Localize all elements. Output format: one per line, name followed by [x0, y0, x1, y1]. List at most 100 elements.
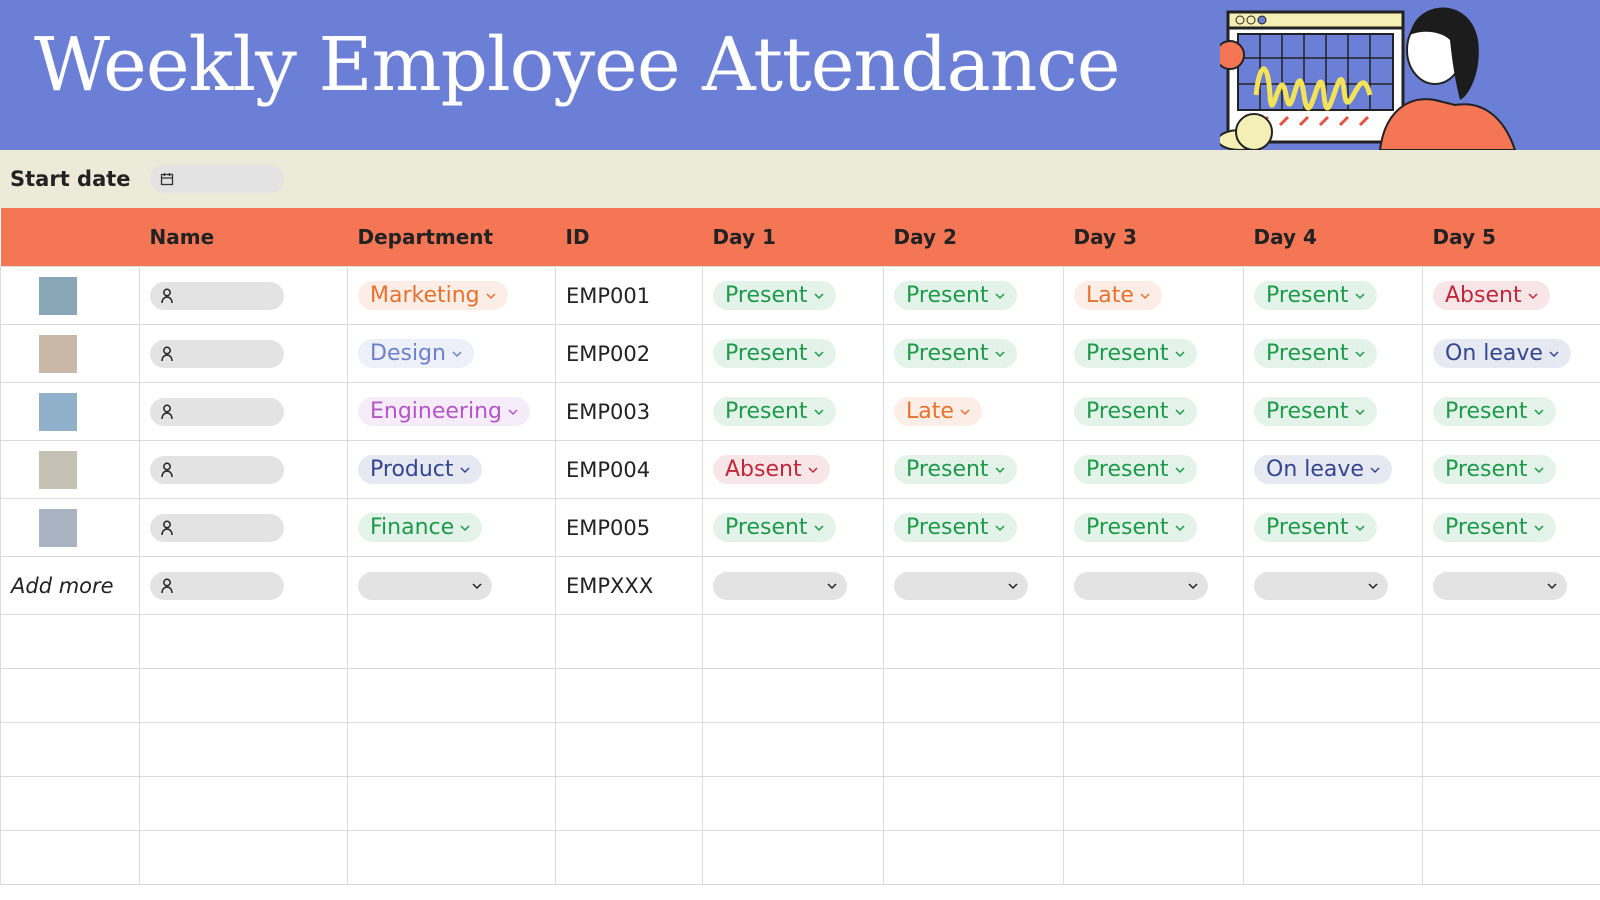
- status-chip[interactable]: Present: [713, 281, 836, 310]
- name-cell: [139, 266, 348, 325]
- person-icon: [161, 346, 173, 361]
- empty-cell: [347, 668, 556, 723]
- empty-dropdown[interactable]: [894, 572, 1028, 600]
- status-chip[interactable]: Present: [894, 281, 1017, 310]
- status-chip[interactable]: Present: [1254, 513, 1377, 542]
- chip-text: Marketing: [370, 283, 480, 308]
- chip-text: Absent: [1445, 283, 1522, 308]
- chip-text: Present: [725, 515, 808, 540]
- empty-row: [0, 830, 1600, 885]
- chevron: [1175, 524, 1185, 531]
- status-chip[interactable]: Late: [894, 397, 982, 426]
- day-cell: Present: [1063, 382, 1244, 441]
- empty-dropdown[interactable]: [358, 572, 492, 600]
- id-cell: EMP001: [555, 266, 703, 325]
- chip-text: Present: [1266, 341, 1349, 366]
- status-chip[interactable]: Present: [1433, 397, 1556, 426]
- status-chip[interactable]: Present: [894, 455, 1017, 484]
- status-chip[interactable]: Finance: [358, 513, 483, 542]
- avatar-cell: [0, 498, 140, 557]
- chip-text: Present: [906, 341, 989, 366]
- chip-text: Present: [1086, 399, 1169, 424]
- chevron: [1534, 524, 1544, 531]
- chevron: [814, 292, 824, 299]
- status-chip[interactable]: Present: [1074, 397, 1197, 426]
- status-chip[interactable]: Present: [1433, 455, 1556, 484]
- status-chip[interactable]: Product: [358, 455, 482, 484]
- status-chip[interactable]: Design: [358, 339, 474, 368]
- status-chip[interactable]: Engineering: [358, 397, 530, 426]
- status-chip[interactable]: Present: [1254, 281, 1377, 310]
- header-cell: Day 3: [1063, 208, 1244, 267]
- empty-dropdown[interactable]: [1074, 572, 1208, 600]
- status-chip[interactable]: Present: [713, 339, 836, 368]
- chip-text: Present: [1266, 515, 1349, 540]
- status-chip[interactable]: Present: [894, 339, 1017, 368]
- chip-text: Present: [725, 341, 808, 366]
- status-chip[interactable]: Present: [713, 397, 836, 426]
- empty-cell: [1243, 722, 1423, 777]
- status-chip[interactable]: Present: [1074, 513, 1197, 542]
- chip-text: Present: [1086, 457, 1169, 482]
- empty-cell: [883, 776, 1064, 831]
- name-input[interactable]: [150, 397, 284, 426]
- name-input[interactable]: [150, 455, 284, 484]
- chevron: [1355, 292, 1365, 299]
- date-input[interactable]: [150, 165, 284, 193]
- name-input[interactable]: [150, 513, 284, 542]
- empty-cell: [1422, 614, 1600, 669]
- name-input[interactable]: [150, 571, 284, 600]
- chevron: [1370, 466, 1380, 473]
- day-cell: Absent: [702, 440, 884, 499]
- status-chip[interactable]: Absent: [713, 455, 830, 484]
- empty-cell: [347, 776, 556, 831]
- chip-text: Present: [1086, 341, 1169, 366]
- status-chip[interactable]: On leave: [1433, 339, 1571, 368]
- status-chip[interactable]: Late: [1074, 281, 1162, 310]
- employee-row: Product EMP004 Absent Present Present On leav…: [0, 440, 1600, 499]
- empty-cell: [555, 776, 703, 831]
- chevron: [1355, 408, 1365, 415]
- status-chip[interactable]: Present: [1254, 339, 1377, 368]
- status-chip[interactable]: Marketing: [358, 281, 508, 310]
- id-cell: EMP005: [555, 498, 703, 557]
- day-cell: Late: [1063, 266, 1244, 325]
- chevron: [1547, 583, 1557, 590]
- employee-row: Marketing EMP001 Present Present Late Present…: [0, 266, 1600, 325]
- header-cell: Day 5: [1422, 208, 1600, 267]
- chip-text: Present: [725, 283, 808, 308]
- status-chip[interactable]: On leave: [1254, 455, 1392, 484]
- person-icon: [161, 578, 173, 593]
- day-cell: Present: [1063, 440, 1244, 499]
- header-cell: Day 2: [883, 208, 1064, 267]
- id-cell: EMPXXX: [555, 556, 703, 615]
- empty-cell: [702, 668, 884, 723]
- day-cell: [1422, 556, 1600, 615]
- chip-text: Present: [1266, 283, 1349, 308]
- avatar-cell: [0, 324, 140, 383]
- status-chip[interactable]: Absent: [1433, 281, 1550, 310]
- status-chip[interactable]: Present: [1074, 455, 1197, 484]
- chip-text: Present: [1266, 399, 1349, 424]
- empty-cell: [702, 830, 884, 885]
- name-cell: [139, 382, 348, 441]
- day-cell: Present: [1422, 498, 1600, 557]
- name-input[interactable]: [150, 281, 284, 310]
- empty-dropdown[interactable]: [1254, 572, 1388, 600]
- department-cell: Finance: [347, 498, 556, 557]
- empty-dropdown[interactable]: [713, 572, 847, 600]
- empty-cell: [0, 776, 140, 831]
- status-chip[interactable]: Present: [1254, 397, 1377, 426]
- department-cell: Design: [347, 324, 556, 383]
- department-cell: Product: [347, 440, 556, 499]
- chevron: [1140, 292, 1150, 299]
- status-chip[interactable]: Present: [1433, 513, 1556, 542]
- empty-cell: [883, 830, 1064, 885]
- status-chip[interactable]: Present: [894, 513, 1017, 542]
- status-chip[interactable]: Present: [713, 513, 836, 542]
- empty-dropdown[interactable]: [1433, 572, 1567, 600]
- name-input[interactable]: [150, 339, 284, 368]
- status-chip[interactable]: Present: [1074, 339, 1197, 368]
- day-cell: [1243, 556, 1423, 615]
- chevron: [486, 292, 496, 299]
